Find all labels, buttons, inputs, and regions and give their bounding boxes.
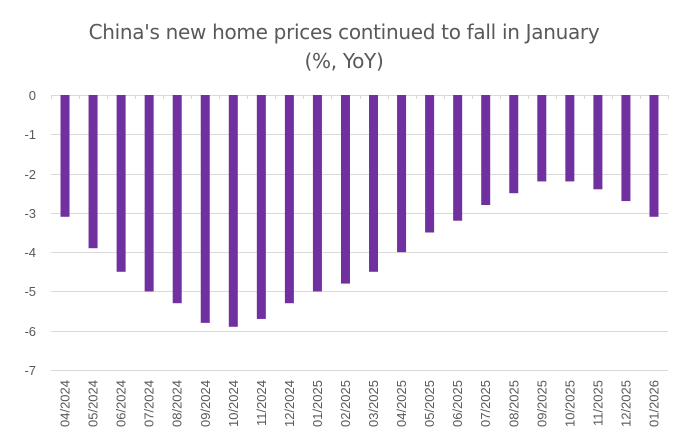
bar	[284, 95, 294, 304]
x-tick-label: 04/2024	[58, 380, 73, 427]
x-axis: 04/2024 05/2024 06/2024 07/2024 08/2024 09/20…	[58, 380, 662, 427]
x-tick-label: 06/2024	[114, 380, 129, 427]
bar	[649, 95, 659, 217]
bar	[565, 95, 575, 182]
bar	[481, 95, 491, 205]
x-tick-label: 01/2025	[310, 380, 325, 427]
bar	[425, 95, 435, 233]
bar	[228, 95, 238, 327]
bar	[172, 95, 182, 304]
bar	[509, 95, 519, 194]
x-tick-label: 12/2025	[618, 380, 633, 427]
x-tick-label: 09/2025	[534, 380, 549, 427]
bar	[312, 95, 322, 292]
bar	[537, 95, 547, 182]
y-tick-label: -7	[24, 363, 36, 378]
y-tick-label: 0	[29, 88, 36, 103]
bar	[397, 95, 407, 253]
bar	[116, 95, 126, 272]
x-tick-label: 11/2024	[254, 380, 269, 426]
chart-subtitle: (%, YoY)	[304, 49, 384, 73]
y-tick-label: -4	[24, 245, 36, 260]
bar	[593, 95, 603, 190]
y-tick-label: -6	[24, 324, 36, 339]
x-tick-label: 04/2025	[394, 380, 409, 427]
x-tick-label: 08/2024	[170, 380, 185, 427]
bar	[60, 95, 70, 217]
x-tick-label: 09/2024	[198, 380, 213, 427]
x-tick-label: 05/2024	[86, 380, 101, 427]
chart-title: China's new home prices continued to fal…	[88, 20, 600, 44]
bar	[369, 95, 379, 272]
x-tick-label: 05/2025	[422, 380, 437, 427]
x-tick-label: 01/2026	[646, 380, 661, 427]
x-tick-label: 07/2025	[478, 380, 493, 427]
bar	[88, 95, 98, 249]
y-tick-label: -5	[24, 284, 36, 299]
x-tick-label: 08/2025	[506, 380, 521, 427]
bar	[340, 95, 350, 284]
x-tick-label: 11/2025	[590, 380, 605, 426]
x-tick-label: 12/2024	[282, 380, 297, 427]
y-tick-label: -1	[24, 127, 36, 142]
x-tick-label: 10/2024	[226, 380, 241, 427]
y-tick-label: -3	[24, 206, 36, 221]
x-tick-label: 06/2025	[450, 380, 465, 427]
x-tick-label: 03/2025	[366, 380, 381, 427]
y-tick-label: -2	[24, 167, 36, 182]
y-axis: 0 -1 -2 -3 -4 -5 -6 -7	[24, 88, 36, 378]
x-tick-label: 07/2024	[142, 380, 157, 427]
bars	[60, 95, 659, 327]
gridlines	[51, 95, 669, 371]
bar	[453, 95, 463, 221]
bar	[256, 95, 266, 319]
bar	[144, 95, 154, 292]
bar	[621, 95, 631, 202]
bar	[200, 95, 210, 323]
x-tick-label: 10/2025	[562, 380, 577, 427]
x-tick-label: 02/2025	[338, 380, 353, 427]
